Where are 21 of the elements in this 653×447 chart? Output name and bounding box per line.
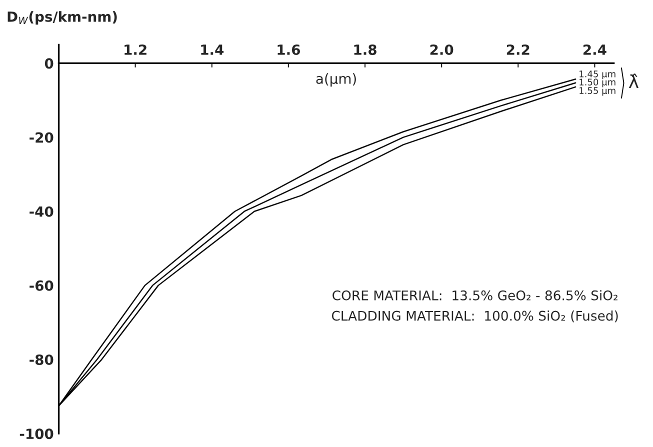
series-label: 1.45 μm [580,70,616,80]
y-tick-label: 0 [44,58,54,69]
annotation: CORE MATERIAL: 13.5% GeO₂ - 86.5% SiO₂ [332,290,618,300]
x-tick-label: 1.2 [124,44,146,55]
legend-title: λ̂ [628,74,639,88]
x-tick-label: 1.4 [201,44,224,55]
series-label: 1.50 μm [580,78,616,88]
x-tick-label: 2.2 [506,44,530,55]
y-tick-label: -40 [30,206,54,217]
annotation: CLADDING MATERIAL: 100.0% SiO₂ (Fused) [332,310,618,322]
x-axis-title: a(μm) [316,73,356,87]
y-tick-label: -60 [30,280,54,291]
series-label: 1.55 μm [580,87,616,96]
x-tick-label: 1.8 [354,44,376,55]
x-tick-label: 1.6 [278,44,300,55]
x-tick-label: 2.4 [583,44,606,55]
y-tick-label: -100 [20,428,54,440]
y-tick-label: -80 [30,354,54,365]
y-axis-title: D$_{W}$(ps/km-nm) [8,11,117,25]
x-tick-label: 2.0 [430,44,454,55]
y-tick-label: -20 [30,132,54,143]
